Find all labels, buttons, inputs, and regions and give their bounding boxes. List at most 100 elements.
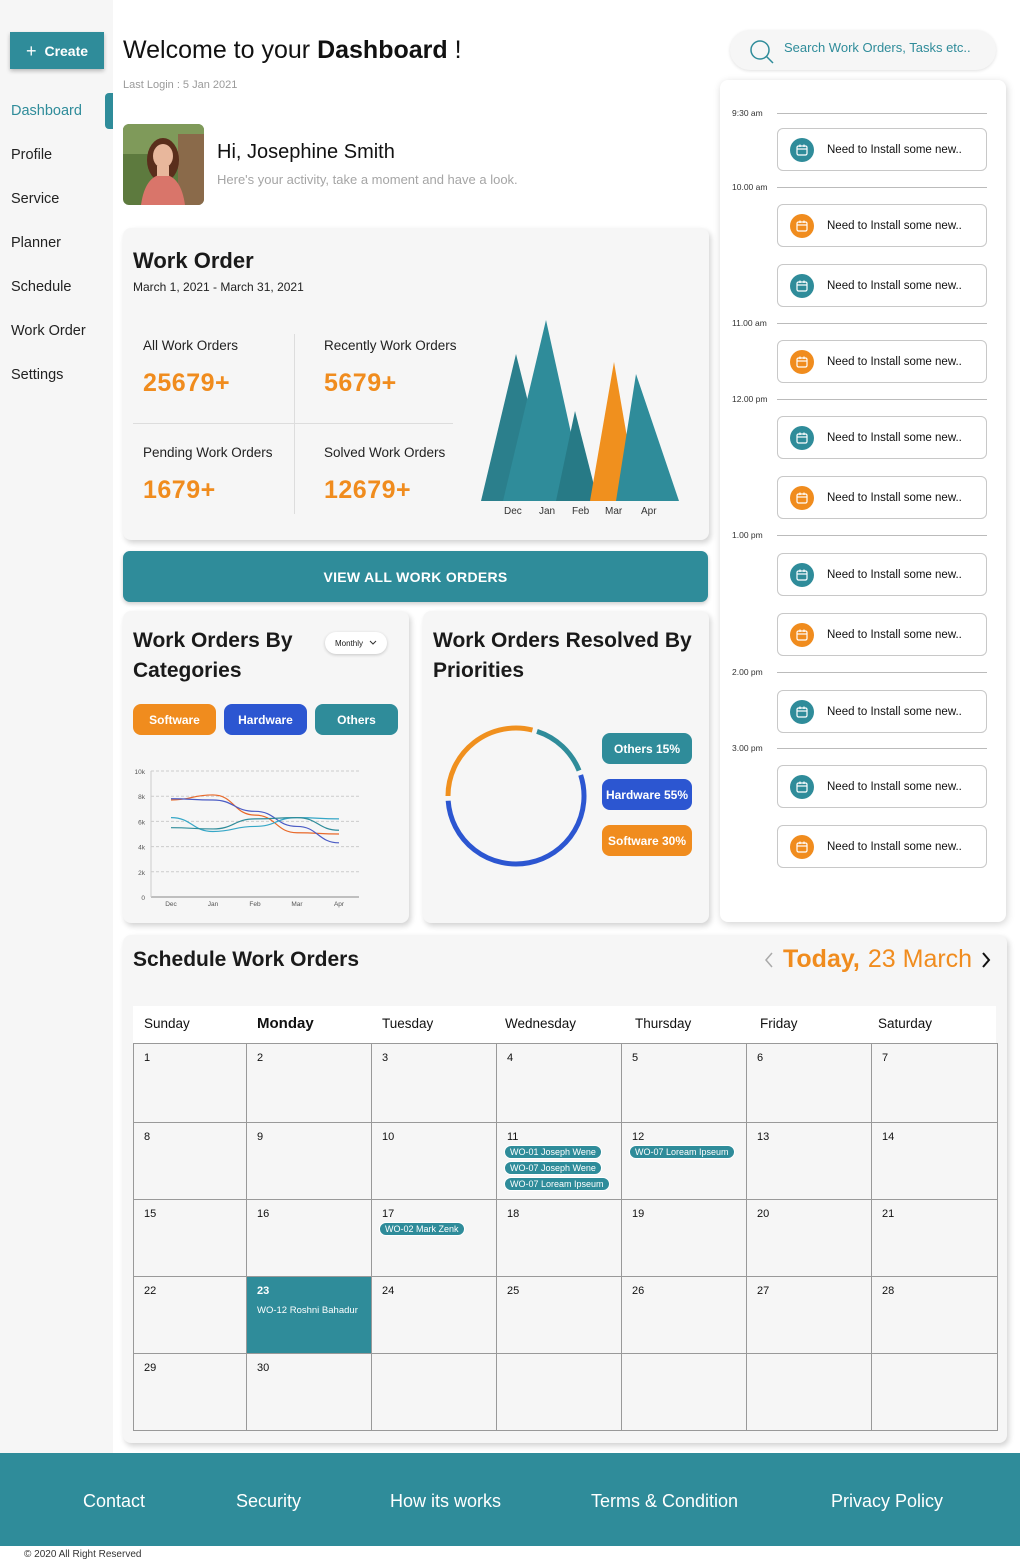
sidebar-item-dashboard[interactable]: Dashboard [11, 103, 82, 119]
footer-link-terms[interactable]: Terms & Condition [591, 1491, 739, 1511]
x-tick-label: Apr [334, 901, 345, 908]
task-card[interactable]: Need to Install some new.. [777, 340, 987, 383]
calendar-header: Sunday Monday Tuesday Wednesday Thursday… [133, 1006, 996, 1043]
calendar-day[interactable]: 16 [246, 1199, 372, 1277]
footer-link-privacy[interactable]: Privacy Policy [831, 1491, 944, 1511]
calendar-day[interactable]: 17 WO-02 Mark Zenk [371, 1199, 497, 1277]
create-button[interactable]: + Create [10, 32, 104, 69]
sidebar-item-service[interactable]: Service [11, 191, 60, 207]
day-number: 16 [257, 1208, 270, 1220]
calendar-day[interactable]: 13 [746, 1122, 872, 1200]
sidebar-item-profile[interactable]: Profile [11, 147, 53, 163]
stat-solved-work-orders[interactable]: Solved Work Orders 12679+ [324, 445, 484, 505]
pill-software-percent[interactable]: Software 30% [602, 825, 692, 856]
footer-link-how-it-works[interactable]: How its works [390, 1491, 502, 1511]
calendar-day[interactable]: 8 [133, 1122, 247, 1200]
task-card[interactable]: Need to Install some new.. [777, 204, 987, 247]
view-all-work-orders-button[interactable]: VIEW ALL WORK ORDERS [123, 551, 708, 602]
calendar-day[interactable]: 7 [871, 1043, 998, 1123]
calendar-day[interactable]: 1 [133, 1043, 247, 1123]
pill-hardware-percent[interactable]: Hardware 55% [602, 779, 692, 810]
calendar-day[interactable]: 30 [246, 1353, 372, 1431]
calendar-day-empty [746, 1353, 872, 1431]
task-text: Need to Install some new.. [827, 780, 962, 793]
task-card[interactable]: Need to Install some new.. [777, 690, 987, 733]
calendar-day[interactable]: 2 [246, 1043, 372, 1123]
footer-link-security[interactable]: Security [236, 1491, 302, 1511]
calendar-day[interactable]: 11 WO-01 Joseph Wene WO-07 Joseph Wene WO-0… [496, 1122, 622, 1200]
search-bar[interactable] [730, 30, 996, 70]
task-card[interactable]: Need to Install some new.. [777, 553, 987, 596]
stat-label: All Work Orders [143, 338, 239, 353]
task-text: Need to Install some new.. [827, 705, 962, 718]
calendar-day[interactable]: 10 [371, 1122, 497, 1200]
avatar[interactable] [123, 124, 204, 205]
sidebar-item-work-order[interactable]: Work Order [11, 323, 86, 339]
day-name: Wednesday [505, 1016, 577, 1031]
pill-others-percent[interactable]: Others 15% [602, 733, 692, 764]
calendar-day[interactable]: 24 [371, 1276, 497, 1354]
calendar-day-empty [871, 1353, 998, 1431]
calendar-day[interactable]: 27 [746, 1276, 872, 1354]
pill-hardware[interactable]: Hardware [224, 704, 307, 735]
task-card[interactable]: Need to Install some new.. [777, 765, 987, 808]
calendar-day[interactable]: 26 [621, 1276, 747, 1354]
stat-value: 25679+ [143, 369, 231, 397]
calendar-day[interactable]: 15 [133, 1199, 247, 1277]
chevron-right-icon[interactable] [980, 950, 992, 970]
calendar-day[interactable]: 6 [746, 1043, 872, 1123]
task-card[interactable]: Need to Install some new.. [777, 416, 987, 459]
calendar-event[interactable]: WO-01 Joseph Wene [504, 1145, 602, 1159]
time-divider [777, 535, 987, 536]
calendar-day[interactable]: 14 [871, 1122, 998, 1200]
task-card[interactable]: Need to Install some new.. [777, 476, 987, 519]
period-dropdown[interactable]: Monthly [325, 632, 387, 654]
calendar-day[interactable]: 18 [496, 1199, 622, 1277]
task-card[interactable]: Need to Install some new.. [777, 613, 987, 656]
calendar-icon [790, 774, 814, 799]
calendar-event[interactable]: WO-12 Roshni Bahadur [257, 1305, 358, 1316]
donut-slice-others [536, 728, 582, 772]
x-tick-label: Jan [208, 901, 219, 908]
sidebar-item-schedule[interactable]: Schedule [11, 279, 72, 295]
calendar-day[interactable]: 29 [133, 1353, 247, 1431]
calendar-day[interactable]: 3 [371, 1043, 497, 1123]
sidebar-item-settings[interactable]: Settings [11, 367, 64, 383]
day-name: Friday [760, 1016, 798, 1031]
calendar-day[interactable]: 20 [746, 1199, 872, 1277]
calendar-event[interactable]: WO-07 Loream Ipseum [504, 1177, 610, 1191]
calendar-day[interactable]: 22 [133, 1276, 247, 1354]
copyright-icon: © [24, 1549, 32, 1560]
mountain-chart [481, 320, 679, 501]
stat-recent-work-orders[interactable]: Recently Work Orders 5679+ [324, 338, 484, 398]
task-card[interactable]: Need to Install some new.. [777, 128, 987, 171]
task-card[interactable]: Need to Install some new.. [777, 825, 987, 868]
footer: Contact Security How its works Terms & C… [0, 1453, 1020, 1546]
calendar-day[interactable]: 4 [496, 1043, 622, 1123]
search-input[interactable] [784, 40, 984, 55]
task-card[interactable]: Need to Install some new.. [777, 264, 987, 307]
task-text: Need to Install some new.. [827, 279, 962, 292]
stat-pending-work-orders[interactable]: Pending Work Orders 1679+ [143, 445, 303, 505]
calendar-event[interactable]: WO-07 Loream Ipseum [629, 1145, 735, 1159]
calendar-event[interactable]: WO-02 Mark Zenk [379, 1222, 465, 1236]
calendar-day[interactable]: 21 [871, 1199, 998, 1277]
calendar-day-today[interactable]: 23 WO-12 Roshni Bahadur [246, 1276, 372, 1354]
calendar-day[interactable]: 12 WO-07 Loream Ipseum [621, 1122, 747, 1200]
calendar-day[interactable]: 5 [621, 1043, 747, 1123]
calendar-day[interactable]: 19 [621, 1199, 747, 1277]
series-line [170, 817, 340, 831]
chevron-left-icon[interactable] [763, 950, 775, 970]
calendar-day[interactable]: 28 [871, 1276, 998, 1354]
pill-others[interactable]: Others [315, 704, 398, 735]
day-number: 9 [257, 1131, 264, 1143]
sidebar-item-planner[interactable]: Planner [11, 235, 61, 251]
footer-link-contact[interactable]: Contact [83, 1491, 146, 1511]
calendar-day[interactable]: 25 [496, 1276, 622, 1354]
calendar-day[interactable]: 9 [246, 1122, 372, 1200]
title-line: Work Orders Resolved By [433, 629, 692, 652]
pill-software[interactable]: Software [133, 704, 216, 735]
calendar-event[interactable]: WO-07 Joseph Wene [504, 1161, 602, 1175]
stat-all-work-orders[interactable]: All Work Orders 25679+ [143, 338, 303, 398]
priorities-card: Work Orders Resolved By Priorities Other… [423, 611, 709, 923]
